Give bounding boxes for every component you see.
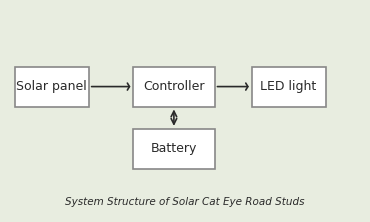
FancyBboxPatch shape: [252, 67, 326, 107]
Text: System Structure of Solar Cat Eye Road Studs: System Structure of Solar Cat Eye Road S…: [65, 197, 305, 207]
Text: Solar panel: Solar panel: [16, 80, 87, 93]
FancyBboxPatch shape: [133, 129, 215, 169]
FancyBboxPatch shape: [133, 67, 215, 107]
Text: LED light: LED light: [260, 80, 317, 93]
FancyBboxPatch shape: [15, 67, 89, 107]
Text: Battery: Battery: [151, 142, 197, 155]
Text: Controller: Controller: [143, 80, 205, 93]
